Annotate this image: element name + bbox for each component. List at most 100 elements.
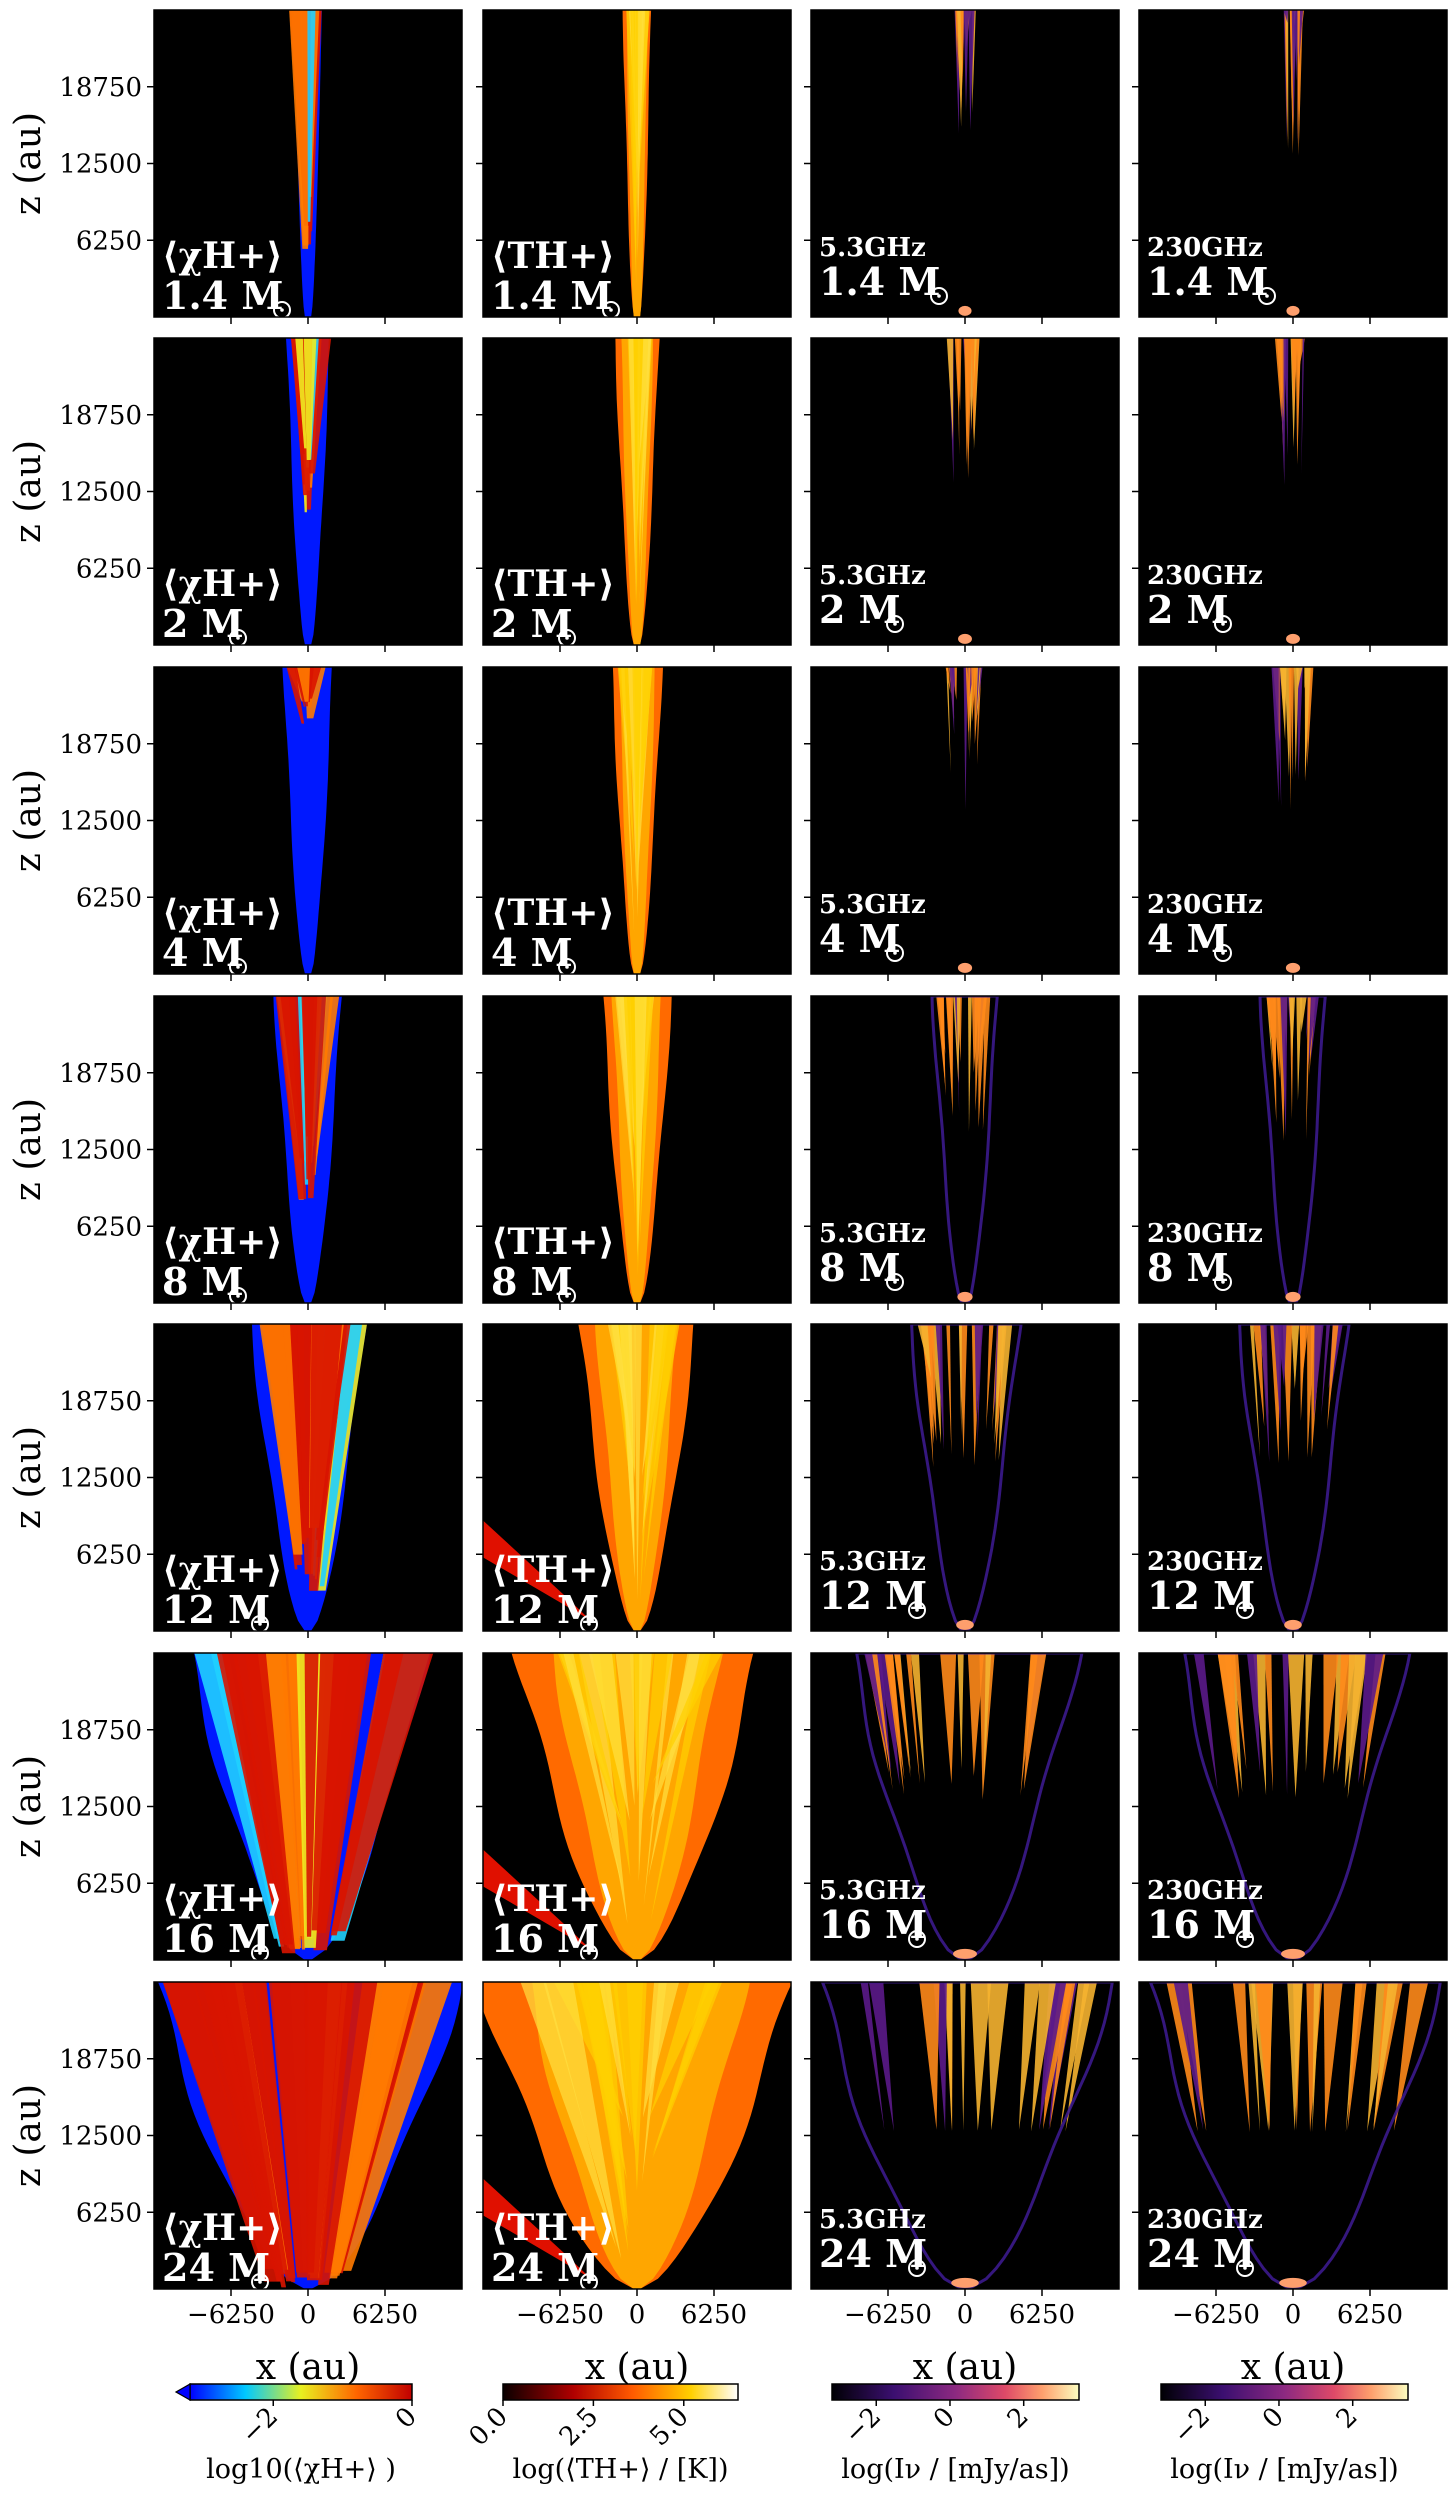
x-axis-label: x (au) — [913, 2347, 1017, 2388]
mass-label: 24 M — [819, 2231, 927, 2276]
panel-label: ⟨TH+⟩2 M — [491, 563, 615, 647]
sun-symbol-dot — [893, 951, 897, 955]
emission-streak — [960, 10, 964, 89]
mass-label: 12 M — [1147, 1573, 1255, 1618]
emission-streak — [1253, 1324, 1265, 1427]
frequency-label: 230GHz — [1147, 1219, 1263, 1249]
emission-streak — [953, 996, 961, 1084]
ionization-streak — [318, 1982, 378, 2285]
temperature-core — [532, 1982, 750, 2289]
sun-symbol-dot — [236, 1294, 240, 1298]
emission-streak — [1277, 1324, 1287, 1387]
colorbar-label: log(Iν / [mJy/as]) — [841, 2454, 1069, 2485]
emission-streak — [951, 667, 956, 695]
mass-label: 4 M — [162, 930, 244, 975]
colorbar-gradient — [831, 2383, 1080, 2401]
sun-symbol-icon — [251, 1944, 269, 1962]
sun-symbol-dot — [1243, 2266, 1247, 2270]
temperature-streak — [633, 338, 638, 524]
temperature-streak — [626, 996, 638, 1152]
emission-streak — [1304, 667, 1311, 689]
ionization-streak — [162, 1982, 275, 2269]
y-tick-label: 18750 — [59, 2045, 142, 2075]
frequency-label: 5.3GHz — [819, 1547, 926, 1577]
temperature-hot-region — [483, 1520, 591, 1620]
y-tick-label: 12500 — [59, 478, 142, 508]
panel-r5-c1: ⟨χH+⟩12 M — [147, 1323, 463, 1638]
panel-label: ⟨χH+⟩8 M — [162, 1221, 283, 1305]
sun-symbol-dot — [1221, 951, 1225, 955]
mass-label: 1.4 M — [819, 259, 940, 304]
sun-symbol-icon — [930, 287, 948, 305]
colorbar-label: log10(⟨χH+⟩ ) — [206, 2454, 396, 2485]
panel-label: ⟨χH+⟩24 M — [162, 2207, 283, 2291]
mass-label: 12 M — [819, 1573, 927, 1618]
colorbar-gradient — [502, 2383, 739, 2401]
ionization-streak — [308, 996, 327, 1199]
y-axis-label: z (au) — [8, 440, 49, 543]
colorbar-gradient — [189, 2383, 413, 2401]
emission-streak — [1291, 1324, 1300, 1389]
sun-symbol-icon — [1236, 1601, 1254, 1619]
sun-symbol-icon — [580, 1615, 598, 1633]
y-tick-label: 6250 — [76, 554, 142, 584]
ionization-streak — [207, 1982, 282, 2281]
emission-streak — [1173, 1982, 1204, 2130]
sun-symbol-icon — [558, 629, 576, 647]
emission-base — [958, 633, 972, 644]
mass-label: 2 M — [1147, 587, 1229, 632]
mass-label: 1.4 M — [491, 273, 612, 318]
emission-streak — [970, 1982, 992, 2131]
emission-streak — [1358, 1653, 1384, 1784]
y-tick-label: 18750 — [59, 1059, 142, 1089]
emission-base — [1286, 305, 1300, 316]
y-axis-label: z (au) — [8, 1426, 49, 1529]
sun-symbol-icon — [558, 958, 576, 976]
panel-r4-c1: ⟨χH+⟩8 M — [147, 995, 463, 1310]
colorbar-1: −2 0 log10(⟨χH+⟩ ) — [174, 2382, 423, 2485]
emission-streak — [885, 1653, 905, 1780]
colorbar-tick-label: −2 — [236, 2402, 284, 2450]
emission-streak — [1279, 667, 1287, 741]
panel-label: ⟨TH+⟩1.4 M — [491, 235, 620, 319]
emission-streak — [1308, 996, 1317, 1066]
y-tick-label: 6250 — [76, 226, 142, 256]
y-axis-label: z (au) — [8, 769, 49, 872]
emission-shell — [1258, 996, 1327, 1303]
x-tick-label: 0 — [1285, 2300, 1302, 2330]
y-tick-label: 6250 — [76, 2198, 142, 2228]
x-tick-label: −6250 — [187, 2300, 275, 2330]
sun-symbol-dot — [565, 1294, 569, 1298]
quantity-label: ⟨TH+⟩ — [491, 563, 615, 605]
y-tick-label: 18750 — [59, 1716, 142, 1746]
emission-streak — [922, 1324, 934, 1468]
panel-label: ⟨TH+⟩12 M — [491, 1549, 615, 1633]
sun-symbol-icon — [1236, 1930, 1254, 1948]
temperature-streak — [639, 338, 652, 604]
y-axis-label: z (au) — [8, 2084, 49, 2187]
sun-symbol-dot — [1243, 1608, 1247, 1612]
y-tick-label: 18750 — [59, 73, 142, 103]
sun-symbol-dot — [258, 1622, 262, 1626]
emission-streak — [974, 996, 982, 1112]
colorbar-tick-label: 0.0 — [463, 2402, 513, 2452]
emission-streak — [1300, 996, 1307, 1033]
sun-symbol-icon — [580, 2273, 598, 2291]
y-tick-label: 18750 — [59, 1387, 142, 1417]
temperature-streak — [634, 996, 647, 1256]
mass-label: 8 M — [1147, 1245, 1229, 1290]
x-tick-label: 0 — [957, 2300, 974, 2330]
emission-shell — [1183, 1653, 1412, 1960]
sun-symbol-icon — [886, 1273, 904, 1291]
y-axis-labels: 6250 12500 18750 z (au) 6250 12500 18750 z (au)… — [8, 73, 142, 2229]
ionization-streak — [311, 1653, 368, 1931]
emission-streak — [1296, 338, 1301, 357]
mass-label: 1.4 M — [1147, 259, 1268, 304]
sun-symbol-dot — [587, 2280, 591, 2284]
emission-streak — [963, 667, 968, 810]
temperature-streak — [650, 1653, 712, 1921]
x-tick-label: 6250 — [1337, 2300, 1403, 2330]
temperature-streak — [520, 1982, 617, 2248]
